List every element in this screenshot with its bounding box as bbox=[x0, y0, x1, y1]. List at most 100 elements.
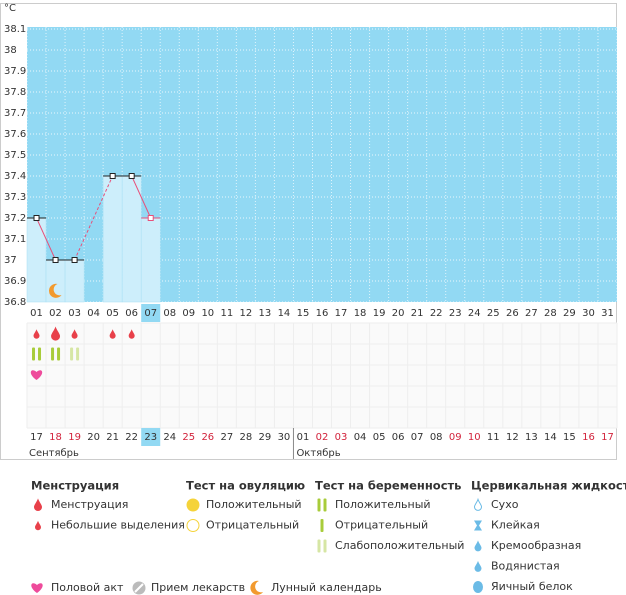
y-tick-label: 37.4 bbox=[4, 171, 26, 182]
legend-icon bbox=[473, 497, 483, 511]
legend-heading: Тест на овуляцию bbox=[186, 479, 305, 493]
x-tick-label: 21 bbox=[411, 308, 424, 319]
x-tick-label: 14 bbox=[278, 308, 291, 319]
x-tick-label: 17 bbox=[335, 308, 348, 319]
date-label: 17 bbox=[30, 432, 43, 443]
x-tick-label: 20 bbox=[392, 308, 405, 319]
point bbox=[109, 173, 116, 179]
menstruation-icon bbox=[128, 329, 135, 339]
x-tick-label: 11 bbox=[220, 308, 233, 319]
point bbox=[128, 173, 135, 179]
x-tick-label: 16 bbox=[316, 308, 329, 319]
date-label: 24 bbox=[163, 432, 176, 443]
date-label: 01 bbox=[297, 432, 310, 443]
x-tick-label: 18 bbox=[354, 308, 367, 319]
x-tick-label: 27 bbox=[525, 308, 538, 319]
month-label: Сентябрь bbox=[29, 448, 79, 459]
gap-connector bbox=[74, 175, 114, 261]
date-label: 13 bbox=[525, 432, 538, 443]
x-tick-label: 24 bbox=[468, 308, 481, 319]
x-tick-label: 12 bbox=[240, 308, 253, 319]
x-tick-label: 03 bbox=[68, 308, 81, 319]
y-tick-label: 37.5 bbox=[4, 150, 26, 161]
date-label: 08 bbox=[430, 432, 443, 443]
x-tick-label: 07 bbox=[144, 308, 157, 319]
date-label: 06 bbox=[392, 432, 405, 443]
date-label: 02 bbox=[316, 432, 329, 443]
date-label: 18 bbox=[49, 432, 62, 443]
y-tick-label: 37.8 bbox=[4, 87, 26, 98]
date-label: 29 bbox=[259, 432, 272, 443]
x-tick-label: 23 bbox=[449, 308, 462, 319]
date-label: 14 bbox=[544, 432, 557, 443]
pregnancy-test-icon bbox=[76, 347, 80, 361]
legend-icon bbox=[320, 519, 324, 532]
x-tick-label: 02 bbox=[49, 308, 62, 319]
date-label: 20 bbox=[87, 432, 100, 443]
legend-icon bbox=[474, 520, 482, 531]
y-tick-label: 36.9 bbox=[4, 276, 26, 287]
y-tick-label: 37.7 bbox=[4, 108, 26, 119]
pregnancy-test-icon bbox=[32, 347, 36, 361]
x-tick-label: 15 bbox=[297, 308, 310, 319]
moon-icon bbox=[48, 283, 62, 298]
date-label: 10 bbox=[468, 432, 481, 443]
legend-item: Положительный bbox=[206, 498, 302, 511]
legend-icon bbox=[186, 519, 200, 532]
date-label: 05 bbox=[373, 432, 386, 443]
legend-icon bbox=[186, 498, 200, 512]
legend-item: Яичный белок bbox=[491, 580, 573, 593]
y-tick-label: 37.6 bbox=[4, 129, 26, 140]
legend-icon bbox=[317, 539, 321, 553]
date-label: 16 bbox=[582, 432, 595, 443]
legend-icon bbox=[35, 520, 41, 531]
legend-icon bbox=[34, 498, 42, 511]
today-highlight bbox=[141, 428, 161, 446]
date-label: 23 bbox=[144, 432, 157, 443]
date-label: 30 bbox=[278, 432, 291, 443]
date-label: 26 bbox=[201, 432, 214, 443]
pregnancy-test-icon bbox=[70, 347, 74, 361]
menstruation-icon bbox=[33, 329, 40, 339]
legend-item: Лунный календарь bbox=[271, 581, 382, 594]
x-tick-label: 30 bbox=[582, 308, 595, 319]
y-tick-label: 38 bbox=[4, 45, 17, 56]
date-label: 21 bbox=[106, 432, 119, 443]
legend-item: Водянистая bbox=[491, 560, 560, 573]
date-label: 12 bbox=[506, 432, 519, 443]
y-tick-label: 37.9 bbox=[4, 66, 26, 77]
y-tick-label: 37 bbox=[4, 255, 17, 266]
temperature-bar bbox=[64, 259, 85, 303]
y-tick-label: 37.1 bbox=[4, 234, 26, 245]
pregnancy-test-icon bbox=[57, 347, 61, 361]
legend-icon bbox=[317, 498, 321, 512]
today-highlight bbox=[141, 304, 161, 322]
legend-item: Отрицательный bbox=[335, 519, 428, 532]
date-label: 28 bbox=[240, 432, 253, 443]
menstruation-icon bbox=[71, 329, 78, 339]
legend-item: Прием лекарств bbox=[151, 581, 245, 594]
intercourse-icon bbox=[30, 370, 43, 380]
date-label: 07 bbox=[411, 432, 424, 443]
y-tick-label: 38.1 bbox=[4, 24, 26, 35]
point bbox=[147, 215, 154, 221]
x-tick-label: 26 bbox=[506, 308, 519, 319]
date-label: 04 bbox=[354, 432, 367, 443]
legend-item: Сухо bbox=[491, 498, 519, 511]
x-tick-label: 10 bbox=[201, 308, 214, 319]
y-tick-label: 36.8 bbox=[4, 297, 26, 308]
date-label: 19 bbox=[68, 432, 81, 443]
legend-item: Кремообразная bbox=[491, 539, 581, 552]
x-tick-label: 31 bbox=[601, 308, 614, 319]
legend-heading: Менструация bbox=[31, 479, 119, 493]
event-area bbox=[27, 323, 617, 428]
x-tick-label: 09 bbox=[182, 308, 195, 319]
legend-icon bbox=[474, 560, 482, 572]
legend-item: Клейкая bbox=[491, 519, 540, 532]
x-tick-label: 01 bbox=[30, 308, 43, 319]
legend-item: Небольшие выделения bbox=[51, 519, 185, 532]
x-tick-label: 05 bbox=[106, 308, 119, 319]
legend-item: Слабоположительный bbox=[335, 539, 464, 552]
date-label: 22 bbox=[125, 432, 138, 443]
